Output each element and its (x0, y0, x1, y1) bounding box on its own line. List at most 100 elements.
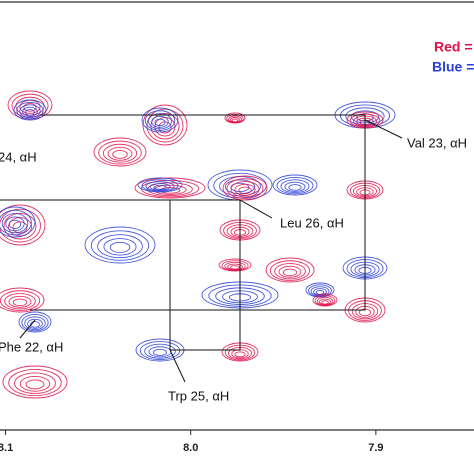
contour-ring (0, 204, 46, 246)
contour-ring (0, 209, 32, 236)
contour-ring (153, 184, 167, 190)
contour-ring (8, 295, 32, 308)
contour-ring (112, 150, 128, 159)
contour-ring (98, 140, 142, 165)
contour-ring (90, 230, 150, 261)
contour-ring (84, 226, 156, 264)
contour-ring (19, 104, 41, 119)
contour-ring (30, 321, 40, 328)
annotation: Leu 26, αH (280, 215, 344, 230)
contour-ring (109, 241, 131, 253)
contour-ring (12, 298, 28, 307)
contour-ring (27, 318, 43, 329)
contour-ring (230, 265, 240, 270)
x-tick-label: 7.9 (368, 442, 383, 454)
connector (30, 114, 366, 311)
plot-frame (0, 1, 474, 431)
contour-ring (310, 286, 330, 297)
contour-ring (25, 379, 45, 390)
contour-ring (93, 137, 147, 167)
contour-ring (25, 109, 35, 116)
contour-ring (103, 238, 137, 256)
contour-ring (0, 290, 41, 311)
contour-ring (145, 181, 175, 192)
contour-ring (222, 175, 268, 201)
contour-ring (97, 234, 143, 259)
arrow (239, 199, 273, 219)
annotation: Trp 25, αH (168, 388, 229, 403)
contour-ring (134, 177, 206, 199)
contour-ring (280, 179, 310, 194)
contour-ring (265, 257, 315, 283)
contour-ring (16, 101, 44, 120)
connector-lines (0, 114, 403, 383)
contour-ring (313, 288, 327, 296)
contour-ring (0, 206, 36, 238)
contour-ring (22, 106, 38, 117)
contour-ring (18, 311, 52, 333)
contour-ring (230, 181, 260, 198)
contour-ring (148, 113, 172, 130)
contour-ring (2, 365, 68, 399)
contour-ring (137, 177, 183, 193)
legend-entry: Blue = (432, 59, 474, 75)
contour-ring (0, 208, 41, 243)
contour-ring (14, 372, 56, 394)
contour-ring (1, 213, 29, 234)
contour-ring (319, 298, 331, 306)
contour-ring (144, 343, 176, 359)
contour-ring (154, 118, 166, 127)
contour-ring (12, 221, 28, 234)
annotation: Val 23, αH (407, 135, 467, 150)
contour-ring (142, 104, 188, 146)
contour-ring (8, 369, 62, 397)
contour-ring (276, 176, 314, 195)
contour-ring (0, 287, 45, 313)
contour-ring (23, 103, 37, 112)
contour-ring (314, 295, 336, 306)
contour-ring (272, 174, 318, 196)
contour-ring (221, 260, 249, 271)
annotation: 24, αH (0, 149, 37, 164)
contour-ring (316, 296, 334, 306)
contour-ring (234, 183, 256, 196)
contour-ring (11, 93, 49, 118)
contour-ring (284, 181, 306, 192)
contour-ring (288, 184, 302, 191)
contour-ring (107, 146, 133, 161)
annotation: Phe 22, αH (0, 339, 63, 354)
contour-ring (227, 263, 243, 271)
contour-ring (234, 351, 246, 358)
contour-ring (144, 110, 176, 131)
contour-ring (152, 348, 168, 356)
contour-ring (269, 260, 311, 281)
contour-ring (312, 293, 338, 307)
contour-ring (238, 186, 252, 195)
contour-ring (139, 341, 181, 361)
contour-ring (5, 216, 25, 232)
contour-ring (151, 115, 169, 128)
contour-ring (141, 107, 179, 133)
contour-ring (4, 293, 36, 310)
contour-ring (8, 219, 22, 230)
arrow (169, 349, 186, 383)
contour-ring (231, 118, 239, 123)
connector (169, 200, 241, 351)
contour-ring (278, 265, 302, 278)
contour-ring (21, 313, 49, 332)
contour-ring (102, 143, 138, 163)
x-tick-label: 8.1 (0, 442, 13, 454)
x-tick-label: 8.0 (183, 442, 198, 454)
contour-ring (226, 178, 264, 199)
contour-ring (321, 300, 329, 305)
arrow (19, 319, 36, 339)
contour-ring (274, 263, 306, 280)
contour-ring (149, 183, 171, 191)
contour-ring (224, 179, 256, 195)
contour-ring (24, 316, 46, 331)
contour-ring (141, 179, 179, 192)
contour-ring (282, 268, 298, 277)
contour-ring (305, 282, 335, 298)
contour-ring (224, 261, 246, 271)
